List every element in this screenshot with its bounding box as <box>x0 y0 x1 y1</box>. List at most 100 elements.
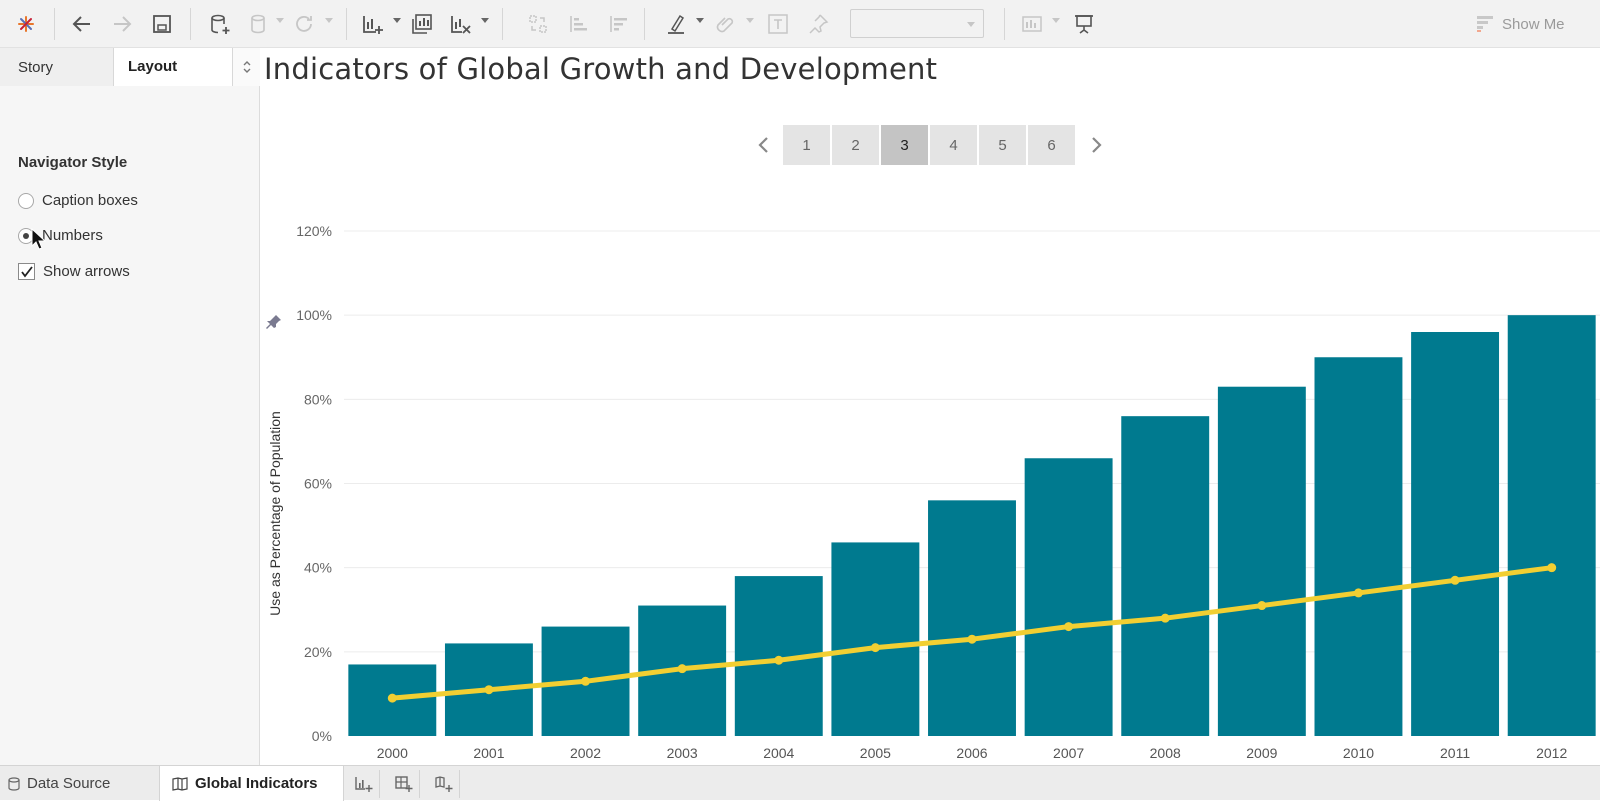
bar <box>1507 315 1596 736</box>
new-datasource-icon[interactable] <box>206 10 234 38</box>
pin-axis-icon <box>266 315 281 329</box>
story-point-1[interactable]: 1 <box>783 125 830 165</box>
story-layout-pane: Story Layout Navigator Style Caption box… <box>0 48 260 765</box>
group-icon <box>712 10 740 38</box>
caption-boxes-radio[interactable] <box>18 192 34 209</box>
swap-icon <box>524 10 552 38</box>
chevron-right-icon <box>1092 137 1102 153</box>
pane-tabs: Story Layout <box>0 48 260 86</box>
show-me-icon <box>1477 16 1493 32</box>
y-tick-label: 60% <box>304 476 332 492</box>
new-worksheet-icon[interactable] <box>358 10 386 38</box>
redo-icon <box>108 10 136 38</box>
fit-dropdown <box>850 9 984 38</box>
mouse-cursor-icon <box>31 228 47 250</box>
y-tick-label: 100% <box>296 307 332 323</box>
line-point <box>484 685 494 695</box>
label-icon <box>764 10 792 38</box>
bar <box>928 500 1016 736</box>
new-dashboard-tab-button[interactable] <box>388 770 420 798</box>
x-tick-label: 2001 <box>473 745 504 761</box>
bar-line-chart: 0% 20% 40% 60% 80% 100% 120% Use as Percentage … <box>262 205 1600 765</box>
story-title[interactable]: Indicators of Global Growth and Developm… <box>264 52 938 86</box>
data-source-tab[interactable]: Data Source <box>0 766 160 801</box>
show-me-label: Show Me <box>1502 15 1565 33</box>
story-book-icon <box>172 776 188 791</box>
cards-icon <box>1018 10 1046 38</box>
numbers-radio[interactable] <box>18 227 34 244</box>
new-worksheet-icon <box>354 777 372 792</box>
line-point <box>387 693 397 703</box>
x-tick-label: 2009 <box>1246 745 1277 761</box>
x-tick-label: 2003 <box>667 745 698 761</box>
caption-boxes-option[interactable]: Caption boxes <box>18 192 138 209</box>
new-story-tab-button[interactable] <box>428 770 460 798</box>
next-story-point-button[interactable] <box>1077 125 1115 165</box>
bar <box>1024 458 1113 736</box>
presentation-icon[interactable] <box>1070 10 1098 38</box>
x-tick-label: 2005 <box>860 745 891 761</box>
numbers-option[interactable]: Numbers <box>18 227 103 244</box>
highlight-icon[interactable] <box>662 10 690 38</box>
story-navigator: 1 2 3 4 5 6 <box>745 125 1115 165</box>
tableau-logo-icon[interactable] <box>12 10 40 38</box>
refresh-icon <box>290 10 318 38</box>
story-point-4[interactable]: 4 <box>930 125 977 165</box>
x-tick-label: 2011 <box>1440 745 1470 761</box>
show-arrows-label: Show arrows <box>43 263 130 280</box>
story-point-5[interactable]: 5 <box>979 125 1026 165</box>
y-axis-label: Use as Percentage of Population <box>267 411 283 616</box>
bar <box>831 542 920 736</box>
line-point <box>677 664 687 674</box>
bar <box>1411 332 1500 736</box>
bar <box>1314 357 1403 736</box>
pane-menu-icon[interactable] <box>232 48 260 86</box>
save-icon[interactable] <box>148 10 176 38</box>
story-point-3[interactable]: 3 <box>881 125 928 165</box>
pin-icon <box>804 10 832 38</box>
show-me-button[interactable]: Show Me <box>1476 12 1565 36</box>
y-tick-label: 40% <box>304 560 332 576</box>
show-arrows-option[interactable]: Show arrows <box>18 263 130 280</box>
previous-story-point-button[interactable] <box>745 125 783 165</box>
caption-boxes-label: Caption boxes <box>42 192 138 209</box>
line-point <box>774 655 784 665</box>
show-arrows-checkbox[interactable] <box>18 263 35 280</box>
line-point <box>1064 622 1074 632</box>
clear-sheet-icon[interactable] <box>446 10 474 38</box>
x-tick-label: 2010 <box>1343 745 1374 761</box>
bar <box>1217 386 1306 736</box>
x-tick-label: 2007 <box>1053 745 1084 761</box>
line-point <box>1353 588 1363 598</box>
numbers-label: Numbers <box>42 227 103 244</box>
new-worksheet-tab-button[interactable] <box>348 770 380 798</box>
line-point <box>870 643 880 653</box>
x-tick-label: 2008 <box>1150 745 1181 761</box>
checkmark-icon <box>21 266 33 278</box>
story-point-6[interactable]: 6 <box>1028 125 1075 165</box>
y-tick-label: 120% <box>296 223 332 239</box>
tab-layout[interactable]: Layout <box>114 48 232 86</box>
x-tick-label: 2004 <box>763 745 794 761</box>
global-indicators-tab[interactable]: Global Indicators <box>160 766 344 801</box>
navigator-style-heading: Navigator Style <box>18 154 128 171</box>
undo-icon[interactable] <box>68 10 96 38</box>
x-tick-label: 2012 <box>1536 745 1567 761</box>
y-tick-label: 20% <box>304 644 332 660</box>
tab-story[interactable]: Story <box>0 48 114 86</box>
story-point-2[interactable]: 2 <box>832 125 879 165</box>
x-tick-label: 2002 <box>570 745 601 761</box>
sort-descending-icon <box>604 10 632 38</box>
duplicate-sheet-icon[interactable] <box>408 10 436 38</box>
line-point <box>1257 601 1267 611</box>
line-point <box>967 634 977 644</box>
y-tick-label: 0% <box>312 728 332 744</box>
sort-ascending-icon <box>564 10 592 38</box>
chevron-left-icon <box>758 137 768 153</box>
new-story-icon <box>434 776 452 792</box>
y-tick-label: 80% <box>304 391 332 407</box>
toolbar: Show Me <box>0 0 1600 48</box>
bar <box>1121 416 1210 736</box>
x-tick-label: 2006 <box>956 745 987 761</box>
pause-updates-icon <box>244 10 272 38</box>
